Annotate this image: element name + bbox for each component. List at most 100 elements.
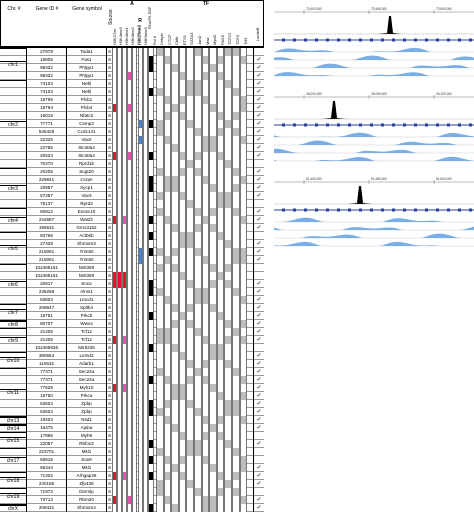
table-row: 77529 Myh10 S ✓: [0, 384, 264, 392]
histone-r-cell: [138, 408, 143, 416]
gene-id: 229841: [26, 176, 66, 184]
histone-r-cell: [138, 320, 143, 328]
histone-a-cell: [112, 440, 117, 448]
histone-r-cell: [138, 336, 143, 344]
pol2-cell: [148, 80, 154, 88]
tf-cell: [224, 488, 232, 496]
table-row: 208431 Shroom4 S ✓: [0, 504, 264, 512]
tf-cell: [194, 432, 202, 440]
tf-cell: [194, 408, 202, 416]
tf-cell: [163, 344, 172, 352]
tf-cell: [239, 216, 248, 224]
histone-a-cell: [122, 376, 127, 384]
tf-cell: [178, 368, 187, 376]
histone-r-cell: [143, 408, 148, 416]
tf-cell: [224, 448, 232, 456]
histone-a-cell: [132, 72, 137, 80]
tf-cell: [194, 304, 202, 312]
gene-id: 53604: [26, 400, 66, 408]
column-label-cbfb: Cbfb: [174, 36, 180, 45]
pol2-cell: [148, 184, 154, 192]
tf-cell: [224, 216, 232, 224]
histone-a-cell: [127, 112, 132, 120]
histone-r-cell: [143, 72, 148, 80]
histone-a-cell: [127, 72, 132, 80]
gene-symbol: Prkcb: [66, 312, 106, 320]
histone-r-cell: [138, 368, 143, 376]
tf-cell: [239, 408, 248, 416]
histone-a-cell: [127, 88, 132, 96]
histone-a-cell: [122, 72, 127, 80]
histone-a-cell: [122, 56, 127, 64]
histone-a-cell: [127, 488, 132, 496]
histone-a-cell: [127, 208, 132, 216]
laminb-check: ✓: [253, 296, 264, 304]
tf-cell: [178, 432, 187, 440]
tf-cell: [163, 176, 172, 184]
histone-a-cell: [127, 352, 132, 360]
table-row: 57257 Vav3 S ✓: [0, 192, 264, 200]
histone-r-cell: [143, 48, 148, 56]
gene-symbol: Tada1: [66, 48, 106, 56]
tf-cell: [201, 344, 210, 352]
histone-r-cell: [143, 464, 148, 472]
histone-a-cell: [117, 344, 122, 352]
tf-cell: [232, 440, 240, 448]
tf-cell: [224, 112, 232, 120]
laminb-check: [253, 432, 264, 440]
histone-r-cell: [138, 416, 143, 424]
histone-r-cell: [138, 472, 143, 480]
tf-cell: [194, 472, 202, 480]
tf-cell: [163, 440, 172, 448]
tf-cell: [201, 232, 210, 240]
tf-cell: [194, 104, 202, 112]
laminb-check: ✓: [253, 168, 264, 176]
pol2-cell: [148, 408, 154, 416]
tf-cell: [216, 456, 225, 464]
tf-cell: [209, 496, 217, 504]
header-pol2: Pol II: [152, 35, 157, 45]
source: S: [106, 456, 112, 464]
tf-cell: [194, 456, 202, 464]
histone-a-cell: [112, 168, 117, 176]
tf-cell: [224, 456, 232, 464]
tf-cell: [216, 344, 225, 352]
histone-r-cell: [138, 240, 143, 248]
tf-cell: [201, 432, 210, 440]
histone-a-cell: [122, 240, 127, 248]
tf-cell: [209, 424, 217, 432]
table-row: 22785 Slc30a4 S ✓: [0, 144, 264, 152]
chr-label: chr17: [0, 457, 26, 464]
tf-cell: [216, 96, 225, 104]
histone-a-cell: [117, 160, 122, 168]
tf-cell: [178, 112, 187, 120]
tf-cell: [171, 472, 179, 480]
tf-cell: [216, 152, 225, 160]
histone-a-cell: [132, 424, 137, 432]
histone-a-cell: [132, 496, 137, 504]
gene-symbol: Vav2: [66, 136, 106, 144]
tf-cell: [209, 280, 217, 288]
laminb-check: [253, 448, 264, 456]
histone-a-cell: [112, 392, 117, 400]
table-row: 18203 Nsd1 S ✓: [0, 416, 264, 424]
pol2-cell: [148, 160, 154, 168]
tf-cell: [201, 72, 210, 80]
tf-cell: [224, 376, 232, 384]
gene-id: 545428: [26, 128, 66, 136]
histone-a-cell: [122, 232, 127, 240]
histone-a-cell: [122, 472, 127, 480]
source: S: [106, 496, 112, 504]
tf-cell: [178, 256, 187, 264]
tf-cell: [201, 368, 210, 376]
tf-cell: [163, 160, 172, 168]
tf-cell: [216, 488, 225, 496]
chr-label: chr18: [0, 477, 26, 484]
histone-a-cell: [132, 344, 137, 352]
gene-id: 65344: [26, 464, 66, 472]
tf-cell: [232, 320, 240, 328]
chr-label: chr3: [0, 185, 26, 192]
tf-cell: [156, 304, 164, 312]
histone-a-cell: [122, 424, 127, 432]
tf-cell: [194, 336, 202, 344]
